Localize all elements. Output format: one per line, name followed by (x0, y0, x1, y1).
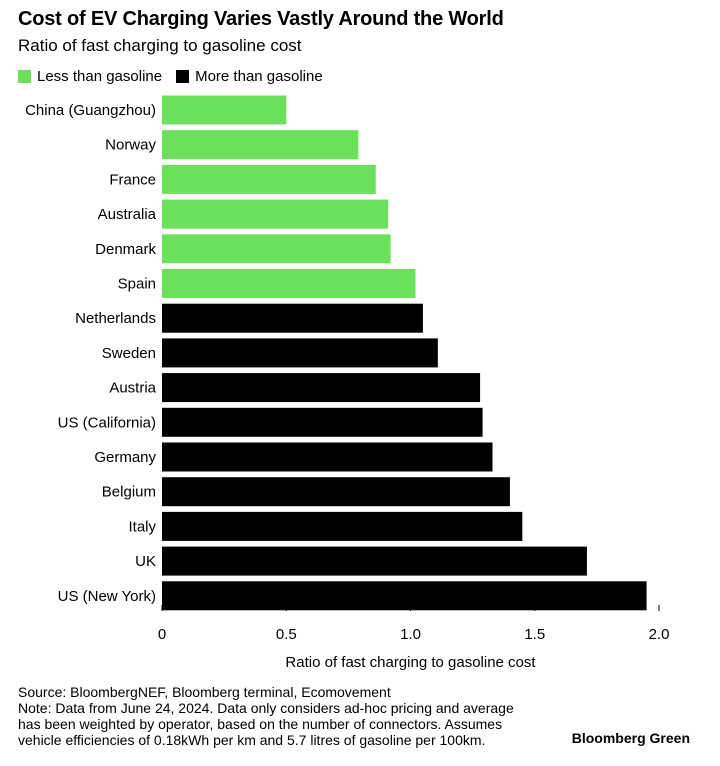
legend-swatch-less (18, 70, 31, 83)
category-label-7: Sweden (102, 345, 156, 362)
category-label-4: Denmark (95, 241, 156, 258)
x-tick-label-0: 0 (158, 626, 166, 643)
bar-7 (162, 338, 438, 368)
bar-10 (162, 442, 493, 472)
legend-swatch-more (176, 70, 190, 83)
x-tick-label-1: 0.5 (276, 626, 297, 643)
x-tick-label-2: 1.0 (400, 626, 421, 643)
bar-8 (162, 373, 481, 403)
bar-5 (162, 269, 416, 298)
chart-subtitle: Ratio of fast charging to gasoline cost (18, 36, 302, 55)
legend-item-more: More than gasoline (176, 68, 323, 85)
category-label-6: Netherlands (75, 310, 156, 327)
category-label-9: US (California) (58, 414, 156, 431)
note-line-3: vehicle efficiencies of 0.18kWh per km a… (18, 732, 486, 748)
bar-0 (162, 95, 287, 125)
category-label-1: Norway (105, 137, 156, 154)
bar-4 (162, 234, 391, 264)
note-line-2: has been weighted by operator, based on … (18, 716, 503, 732)
category-label-3: Australia (98, 206, 157, 223)
chart-title: Cost of EV Charging Varies Vastly Around… (18, 8, 504, 30)
x-tick-label-4: 2.0 (649, 626, 670, 643)
bar-1 (162, 130, 359, 160)
source-line: Source: BloombergNEF, Bloomberg terminal… (18, 684, 391, 700)
brand-logo: Bloomberg Green (571, 730, 690, 746)
legend-label-more: More than gasoline (195, 68, 323, 85)
legend-label-less: Less than gasoline (37, 68, 163, 85)
category-label-5: Spain (118, 276, 156, 293)
x-axis-title: Ratio of fast charging to gasoline cost (285, 654, 536, 671)
category-label-2: France (109, 171, 156, 188)
category-label-11: Belgium (102, 484, 156, 501)
category-label-14: US (New York) (58, 588, 156, 605)
category-label-10: Germany (94, 449, 156, 466)
x-tick-label-3: 1.5 (524, 626, 545, 643)
bar-3 (162, 199, 389, 229)
bar-6 (162, 303, 423, 333)
footer-notes: Source: BloombergNEF, Bloomberg terminal… (18, 684, 578, 748)
note-line-1: Note: Data from June 24, 2024. Data only… (18, 700, 514, 716)
bar-2 (162, 164, 376, 194)
bar-9 (162, 407, 483, 437)
legend-item-less: Less than gasoline (18, 68, 162, 85)
category-label-8: Austria (109, 380, 156, 397)
category-label-12: Italy (128, 518, 156, 535)
legend: Less than gasoline More than gasoline (18, 68, 337, 85)
bar-14 (162, 581, 647, 611)
bar-chart: China (Guangzhou) Norway France Australia De… (25, 95, 670, 671)
category-label-0: China (Guangzhou) (25, 102, 156, 119)
bar-12 (162, 511, 523, 541)
bar-13 (162, 546, 587, 576)
category-label-13: UK (135, 553, 156, 570)
bar-11 (162, 477, 510, 507)
